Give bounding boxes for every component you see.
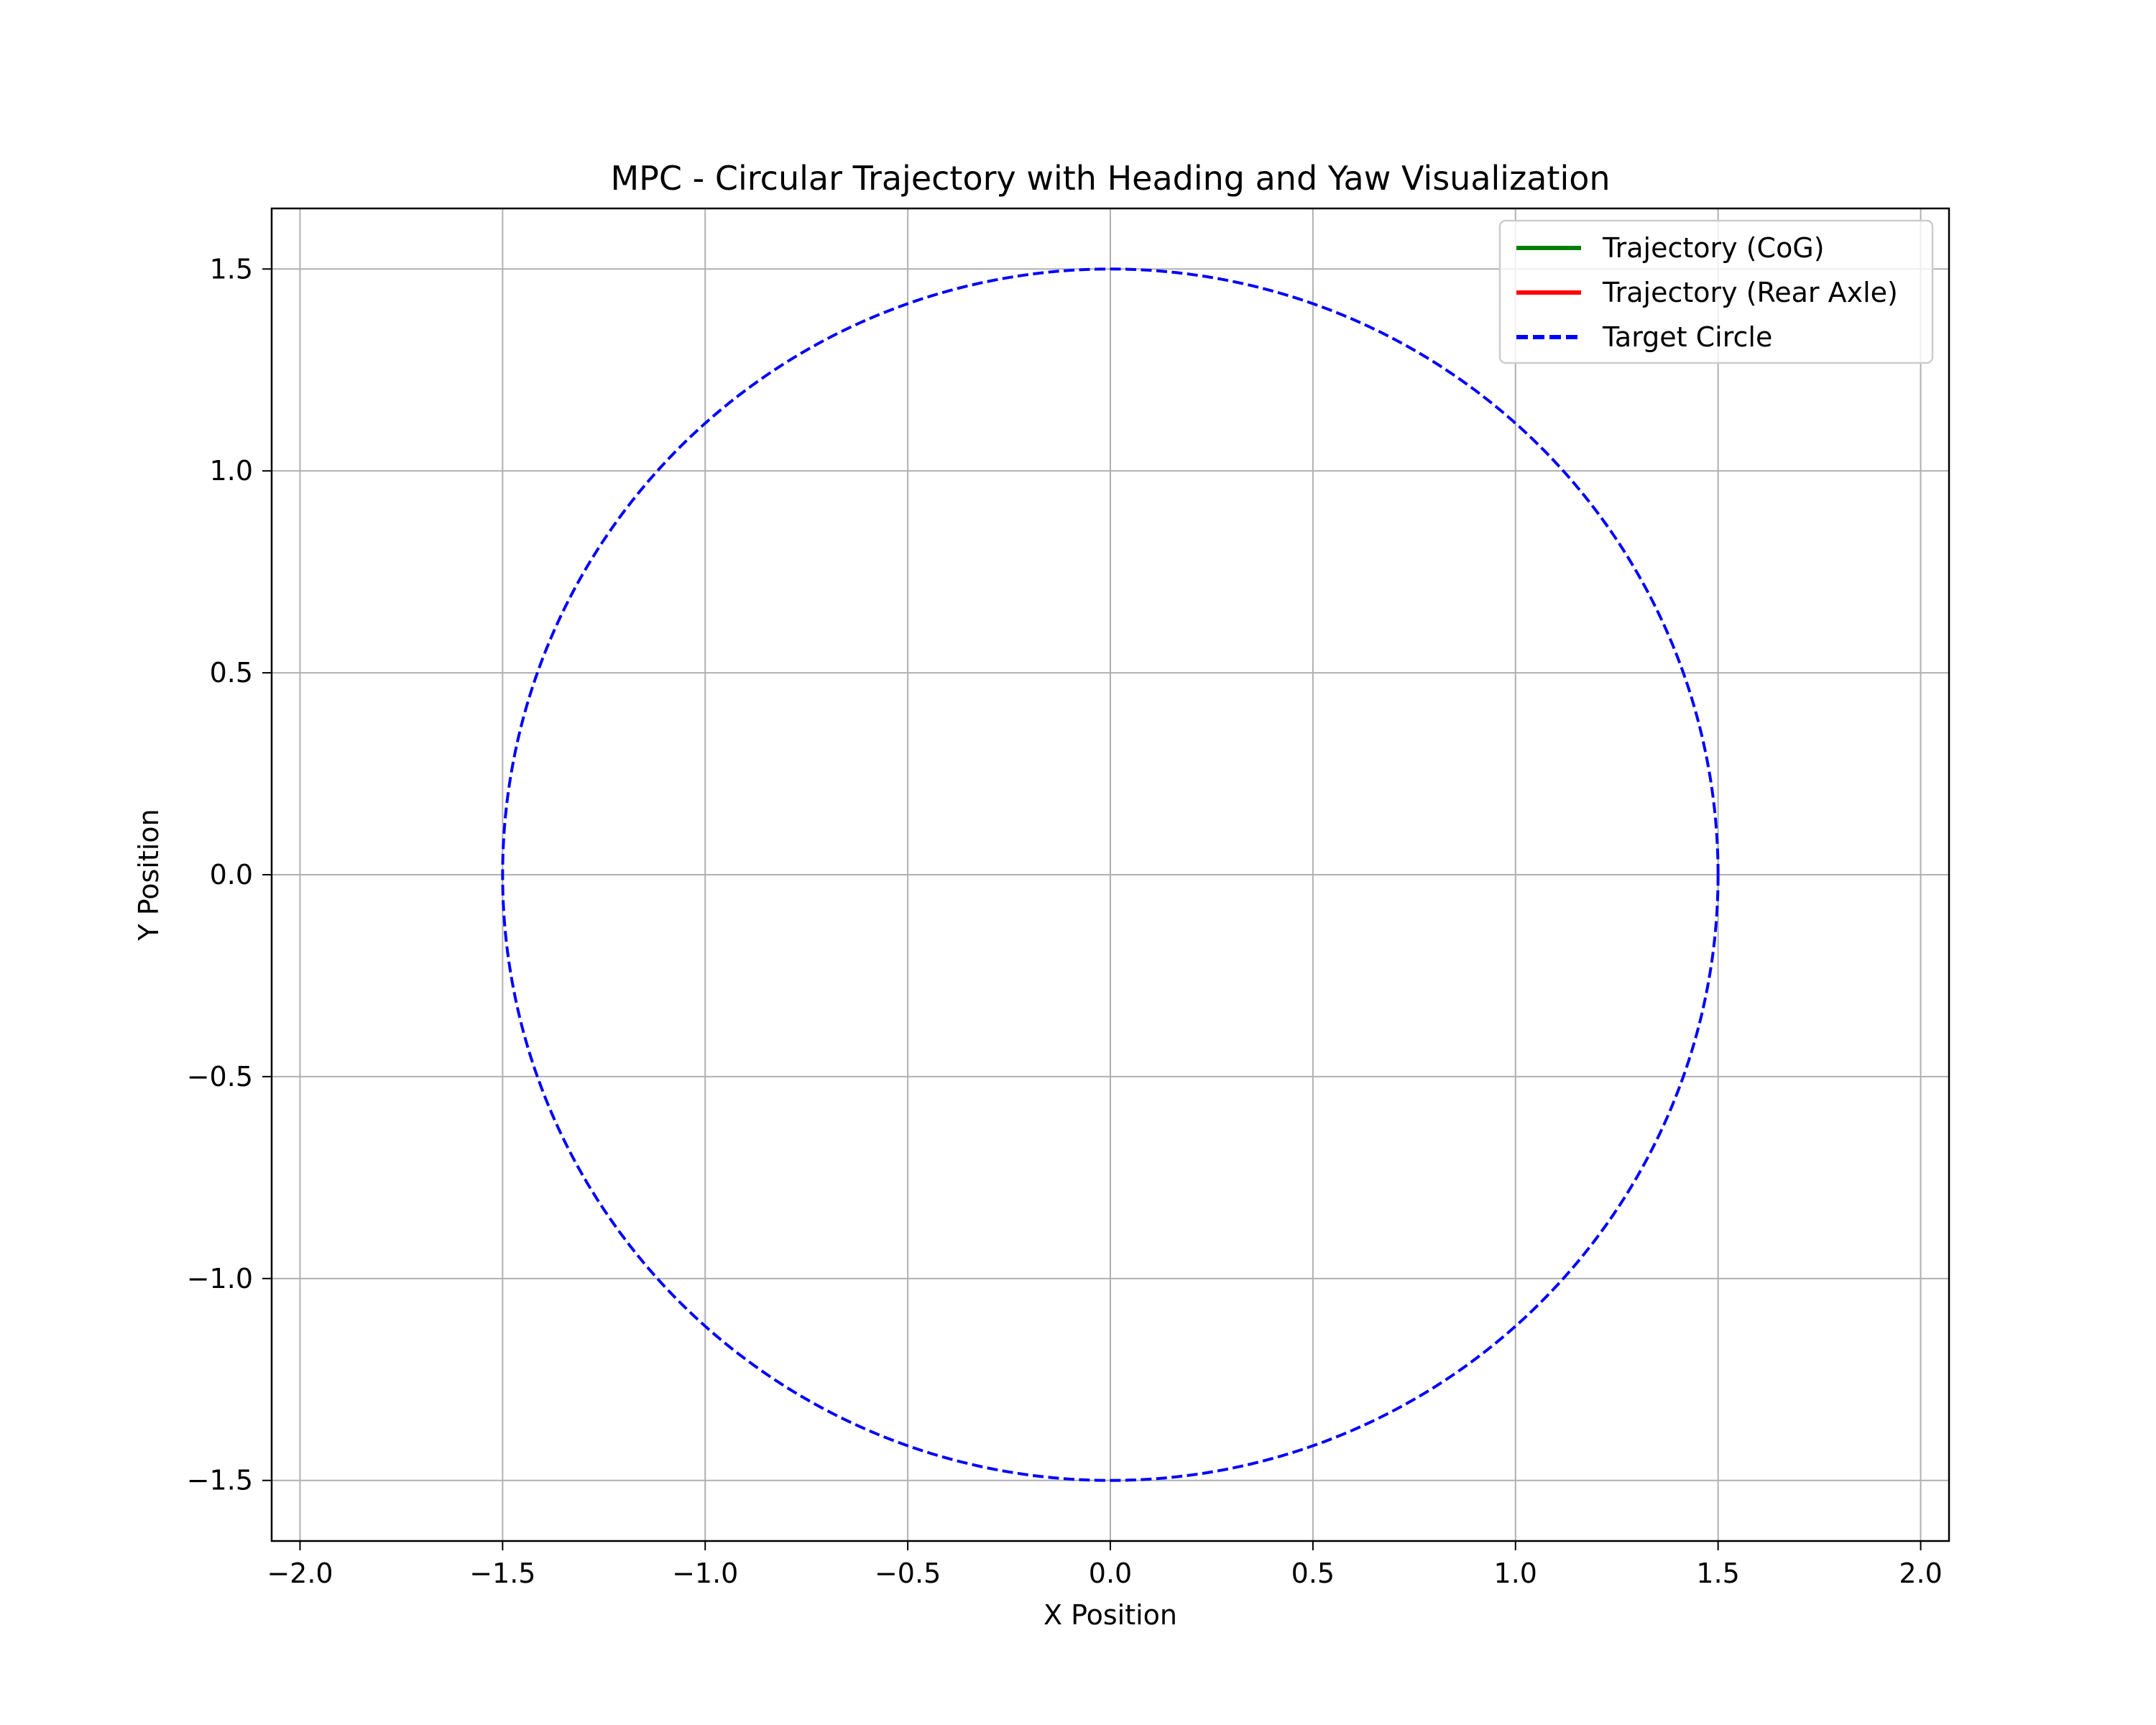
y-tick-label: −1.0 xyxy=(187,1263,253,1294)
series-layer xyxy=(501,267,1720,1482)
legend-items: Trajectory (CoG) Trajectory (Rear Axle) Ta… xyxy=(1516,232,1898,353)
x-tick-label: 0.0 xyxy=(1089,1558,1132,1589)
y-axis-ticks: −1.5 −1.0 −0.5 0.0 0.5 1.0 1.5 xyxy=(187,253,272,1496)
y-tick-label: 1.5 xyxy=(210,253,253,285)
x-tick-label: −1.5 xyxy=(469,1558,535,1589)
x-tick-label: 2.0 xyxy=(1899,1558,1942,1589)
legend: Trajectory (CoG) Trajectory (Rear Axle) Ta… xyxy=(1498,219,1934,364)
y-tick-label: −1.5 xyxy=(187,1465,253,1496)
y-axis-label: Y Position xyxy=(133,809,165,941)
x-tick-label: −0.5 xyxy=(875,1558,941,1589)
legend-label-trajectory-rear-axle: Trajectory (Rear Axle) xyxy=(1602,277,1898,308)
chart-title: MPC - Circular Trajectory with Heading a… xyxy=(610,159,1610,198)
legend-label-target-circle: Target Circle xyxy=(1602,321,1772,353)
series-target-circle xyxy=(501,267,1720,1482)
y-tick-label: −0.5 xyxy=(187,1061,253,1092)
plot-area: −2.0 −1.5 −1.0 −0.5 0.0 0.5 1.0 1.5 2.0 −1.5 −1.0… xyxy=(187,207,1950,1589)
x-tick-label: 1.0 xyxy=(1494,1558,1537,1589)
x-tick-label: −1.0 xyxy=(672,1558,738,1589)
x-axis-ticks: −2.0 −1.5 −1.0 −0.5 0.0 0.5 1.0 1.5 2.0 xyxy=(267,1541,1943,1589)
y-tick-label: 0.5 xyxy=(210,657,253,689)
x-tick-label: 0.5 xyxy=(1291,1558,1335,1589)
y-tick-label: 1.0 xyxy=(210,455,253,487)
y-tick-label: 0.0 xyxy=(210,859,253,891)
x-tick-label: −2.0 xyxy=(267,1558,333,1589)
x-tick-label: 1.5 xyxy=(1696,1558,1739,1589)
legend-frame xyxy=(1498,219,1934,364)
x-axis-label: X Position xyxy=(1044,1599,1177,1631)
legend-label-trajectory-cog: Trajectory (CoG) xyxy=(1602,232,1825,264)
